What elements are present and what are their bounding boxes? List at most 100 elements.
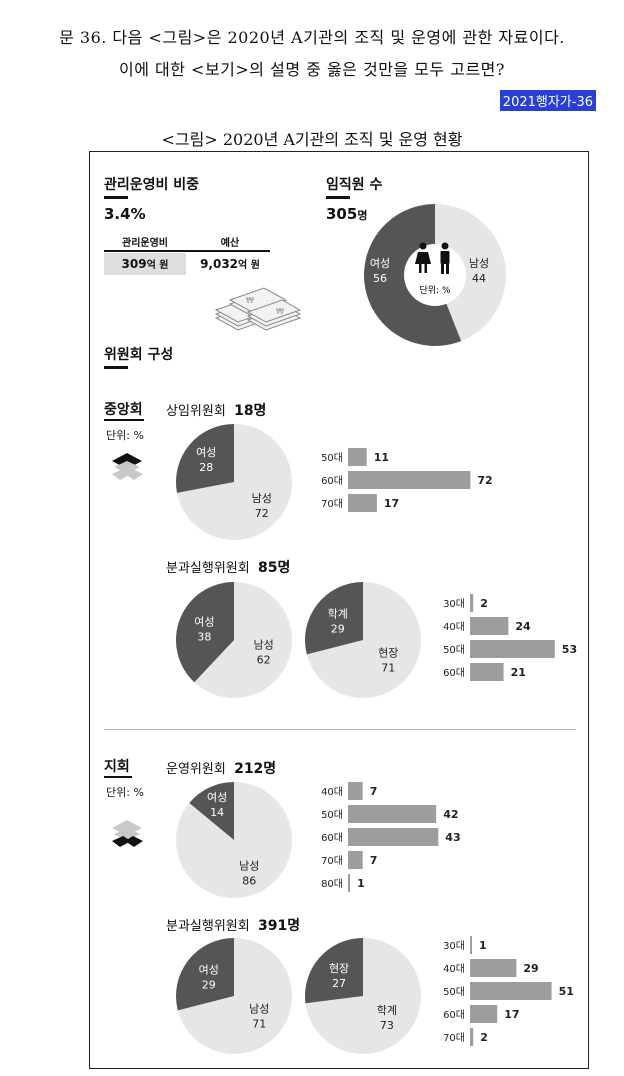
bar-value-label: 11 [374,451,389,464]
bar-category-label: 70대 [321,498,343,510]
bar-category-label: 60대 [321,832,343,844]
bar [470,1028,474,1046]
central-sub-title: 분과실행위원회 85명 [166,560,291,576]
staff-gender-pie: 단위: % 여성 56 남성 44 [364,204,506,346]
bar-value-label: 17 [504,1008,519,1021]
question-source-tag: 2021행자가-36 [499,90,596,111]
admin-cost-heading-bar [104,196,128,199]
bar-category-label: 50대 [443,644,465,656]
pie-value: 28 [199,461,213,474]
branch-op-title: 운영위원회 212명 [166,761,277,777]
central-standing-gender-pie: 여성 28 남성 72 [176,424,292,540]
admin-cost-ratio: 3.4% [104,205,146,223]
pie-label: 남성 [239,860,259,873]
bar-value-label: 17 [384,497,399,510]
bar-category-label: 60대 [321,475,343,487]
central-sub-gender-pie: 여성 38 남성 62 [176,582,292,698]
staff-count: 305명 [326,205,368,223]
bar-value-label: 2 [480,597,488,610]
staff-female-value: 56 [373,272,387,285]
central-sub-field-pie: 학계 29 현장 71 [305,582,421,698]
bar-category-label: 50대 [443,986,465,998]
branch-heading: 지회 [104,759,130,775]
admin-cost-value: 309억 원 [104,253,186,275]
female-person-icon [415,242,431,273]
pie-slice-여성 [176,582,234,683]
bar [470,594,474,612]
branch-unit-label: 단위: % [106,786,144,799]
question-line-1: 문 36. 다음 <그림>은 2020년 A기관의 조직 및 운영에 관한 자료… [59,28,565,47]
admin-cost-col2-label: 예산 [220,238,240,249]
staff-heading: 임직원 수 [326,177,383,193]
bar [470,1005,498,1023]
layers-icon [112,453,143,480]
pie-value: 27 [332,977,346,990]
bar-value-label: 7 [370,854,378,867]
pie-label: 여성 [196,446,216,459]
branch-sub-age-bars: 30대 1 40대 29 50대 51 60대 17 70대 2 [443,936,574,1046]
pie-value: 71 [381,662,395,675]
staff-male-label: 남성 [469,257,489,270]
bar-value-label: 53 [562,643,577,656]
bar-value-label: 1 [357,877,365,890]
bar-category-label: 80대 [321,878,343,890]
central-heading-bar [104,419,144,421]
bar-value-label: 43 [445,831,460,844]
bar [348,448,367,466]
pie-value: 29 [202,978,216,991]
bar [470,982,552,1000]
admin-cost-rule [104,250,270,252]
svg-text:₩: ₩ [276,307,284,316]
pie-value: 71 [252,1018,266,1031]
pie-label: 남성 [252,492,272,505]
pie-slice-여성 [176,938,234,1011]
staff-female-label: 여성 [370,257,390,270]
branch-op-age-bars: 40대 7 50대 42 60대 43 70대 7 80대 1 [321,782,461,892]
bar [470,663,504,681]
bar [348,494,377,512]
staff-male-value: 44 [472,272,486,285]
bar-category-label: 40대 [321,786,343,798]
central-standing-age-bars: 50대 11 60대 72 70대 17 [321,448,493,512]
central-heading: 중앙회 [104,402,143,418]
bar-category-label: 50대 [321,809,343,821]
branch-heading-bar [104,776,132,778]
branch-sub-gender-pie: 여성 29 남성 71 [176,938,292,1054]
central-standing-title: 상임위원회 18명 [166,403,267,419]
svg-text:₩: ₩ [246,296,254,305]
bar [470,640,555,658]
bar-category-label: 40대 [443,621,465,633]
committee-heading-bar [104,366,128,369]
pie-label: 남성 [254,639,274,652]
bar-value-label: 7 [370,785,378,798]
staff-heading-bar [326,196,350,199]
bar-category-label: 70대 [321,855,343,867]
pie-hole [404,244,466,306]
bar-category-label: 60대 [443,667,465,679]
bar [348,874,351,892]
pie-value: 62 [257,654,271,667]
pie-label: 여성 [194,615,214,628]
admin-cost-col1-label: 관리운영비 [122,238,168,249]
bar [348,782,363,800]
pie-label: 현장 [378,647,398,660]
pie-slice-여성 [176,424,234,493]
central-unit-label: 단위: % [106,429,144,442]
bar-category-label: 30대 [443,940,465,952]
male-person-icon [440,242,450,274]
section-divider [104,729,576,730]
pie-slice-여성 [189,782,234,840]
bar-value-label: 24 [515,620,531,633]
question-line-2: 이에 대한 <보기>의 설명 중 옳은 것만을 모두 고르면? [119,60,505,79]
bar-value-label: 2 [480,1031,488,1044]
bar [348,471,471,489]
bar-value-label: 29 [523,962,538,975]
bar-value-label: 21 [511,666,526,679]
pie-value: 72 [255,507,269,520]
layers-icon-branch [112,820,143,847]
bar-category-label: 30대 [443,598,465,610]
central-sub-age-bars: 30대 2 40대 24 50대 53 60대 21 [443,594,577,681]
bar [348,805,437,823]
pie-label: 남성 [249,1003,269,1016]
bar [348,828,439,846]
